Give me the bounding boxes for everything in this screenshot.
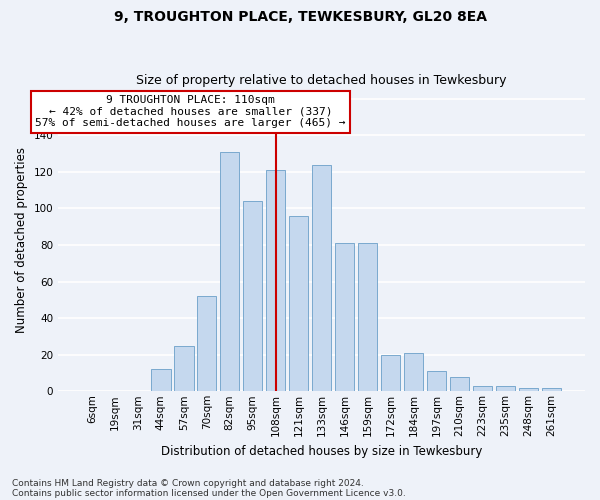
Bar <box>289 216 308 392</box>
Bar <box>358 243 377 392</box>
Bar <box>427 371 446 392</box>
Bar <box>312 164 331 392</box>
Bar <box>381 354 400 392</box>
Title: Size of property relative to detached houses in Tewkesbury: Size of property relative to detached ho… <box>136 74 507 87</box>
Bar <box>404 353 423 392</box>
Bar <box>266 170 286 392</box>
Bar <box>542 388 561 392</box>
Bar <box>220 152 239 392</box>
Bar <box>243 201 262 392</box>
Bar <box>197 296 217 392</box>
Bar <box>518 388 538 392</box>
Bar <box>151 370 170 392</box>
X-axis label: Distribution of detached houses by size in Tewkesbury: Distribution of detached houses by size … <box>161 444 482 458</box>
Bar <box>174 346 194 392</box>
Text: 9 TROUGHTON PLACE: 110sqm
← 42% of detached houses are smaller (337)
57% of semi: 9 TROUGHTON PLACE: 110sqm ← 42% of detac… <box>35 95 346 128</box>
Text: 9, TROUGHTON PLACE, TEWKESBURY, GL20 8EA: 9, TROUGHTON PLACE, TEWKESBURY, GL20 8EA <box>113 10 487 24</box>
Bar <box>335 243 355 392</box>
Text: Contains public sector information licensed under the Open Government Licence v3: Contains public sector information licen… <box>12 488 406 498</box>
Bar <box>496 386 515 392</box>
Y-axis label: Number of detached properties: Number of detached properties <box>15 148 28 334</box>
Text: Contains HM Land Registry data © Crown copyright and database right 2024.: Contains HM Land Registry data © Crown c… <box>12 478 364 488</box>
Bar <box>449 376 469 392</box>
Bar <box>473 386 492 392</box>
